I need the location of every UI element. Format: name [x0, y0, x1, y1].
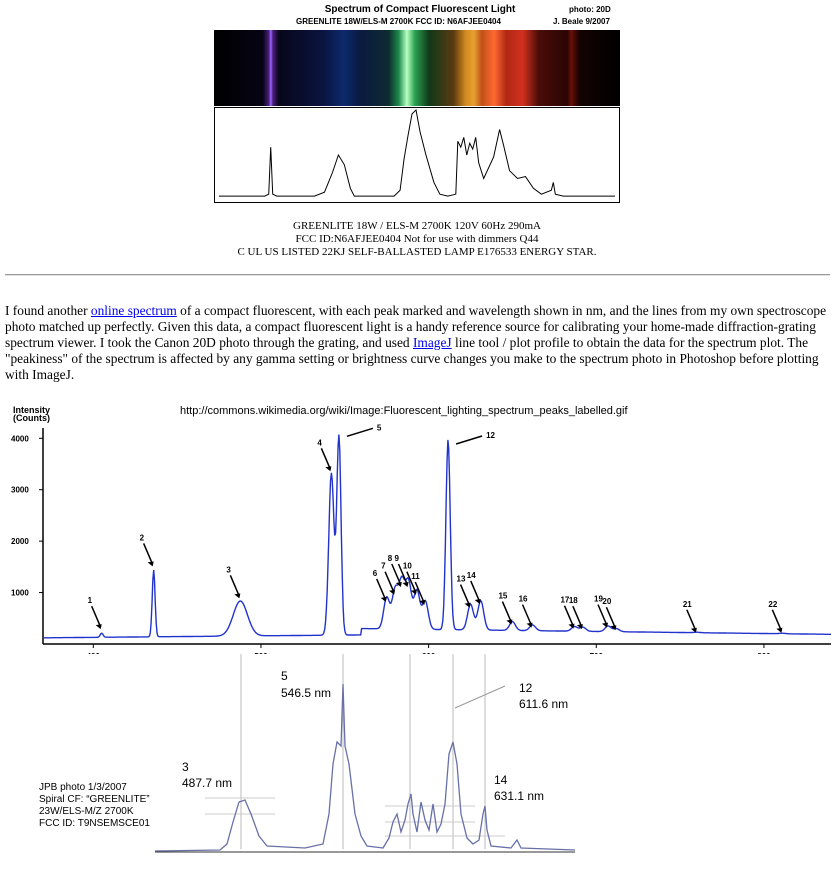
peak-3-wavelength: 487.7 nm — [182, 776, 232, 790]
photo-profile-chart: 5 546.5 nm 12 611.6 nm 3 487.7 nm 14 631… — [39, 654, 576, 853]
peak-label: 10 — [403, 562, 412, 571]
peak-label: 15 — [498, 592, 507, 601]
lamp-caption: GREENLITE 18W / ELS-M 2700K 120V 60Hz 29… — [214, 220, 620, 259]
peak-12-wavelength: 611.6 nm — [519, 697, 568, 711]
peak-marker-4: 4 — [317, 438, 332, 472]
peak-label: 5 — [377, 423, 382, 432]
x-tick-label: 400 — [87, 652, 101, 654]
peak-3-number: 3 — [182, 760, 189, 774]
paragraph-text-3: line tool / plot profile to obtain the d… — [5, 335, 819, 382]
horizontal-rule — [5, 274, 830, 276]
figure-subtitle: GREENLITE 18W/ELS-M 2700K FCC ID: N6AFJE… — [296, 17, 501, 26]
peak-marker-17: 17 — [560, 596, 575, 629]
peak-label: 13 — [457, 575, 466, 584]
peak-12-number: 12 — [519, 681, 533, 695]
photo-note-3: 23W/ELS-M/Z 2700K — [39, 806, 134, 817]
peak-marker-20: 20 — [602, 597, 617, 631]
peak-marker-21: 21 — [683, 600, 697, 633]
chart-title: http://commons.wikimedia.org/wiki/Image:… — [180, 405, 628, 417]
peak-14-wavelength: 631.1 nm — [494, 789, 544, 803]
peak-label: 17 — [560, 596, 569, 605]
peak-marker-3: 3 — [226, 565, 241, 599]
labelled-spectrum-chart: Intensity (Counts) http://commons.wikime… — [11, 405, 831, 654]
peak-marker-7: 7 — [381, 562, 396, 595]
peak-marker-5: 5 — [346, 423, 382, 438]
peak-marker-1: 1 — [88, 596, 102, 630]
y-tick-label: 2000 — [11, 537, 29, 546]
figure-title: Spectrum of Compact Fluorescent Light — [324, 4, 516, 15]
paragraph-text-1: I found another — [5, 303, 91, 318]
peak-marker-2: 2 — [140, 533, 154, 567]
peak-label: 3 — [226, 565, 231, 574]
body-paragraph: I found another online spectrum of a com… — [5, 303, 831, 383]
y-tick-label: 3000 — [11, 486, 29, 495]
photo-note-4: FCC ID: T9NSEMSCE01 — [39, 818, 150, 829]
peak-marker-6: 6 — [373, 569, 387, 602]
y-tick-label: 1000 — [11, 589, 29, 598]
peak-label: 2 — [140, 533, 145, 542]
chart-ylabel-intensity: Intensity — [13, 405, 50, 415]
peak-label: 16 — [519, 595, 528, 604]
pointer-line-12 — [454, 685, 506, 709]
peak-label: 4 — [317, 438, 322, 447]
peak-marker-10: 10 — [403, 562, 417, 595]
caption-line-2: FCC ID:N6AFJEE0404 Not for use with dimm… — [295, 233, 539, 245]
peak-label: 1 — [88, 596, 93, 605]
peak-label: 21 — [683, 600, 692, 609]
x-tick-label: 800 — [757, 652, 771, 654]
caption-line-1: GREENLITE 18W / ELS-M 2700K 120V 60Hz 29… — [293, 220, 541, 232]
imagej-link[interactable]: ImageJ — [412, 335, 452, 350]
peak-marker-11: 11 — [411, 572, 426, 605]
peak-label: 7 — [381, 562, 386, 571]
peak-marker-8: 8 — [388, 554, 402, 587]
paragraph-text-2: of a compact fluorescent, with each peak… — [5, 303, 827, 350]
peak-marker-18: 18 — [569, 596, 583, 630]
x-tick-label: 700 — [590, 652, 604, 654]
y-tick-label: 4000 — [11, 434, 29, 443]
peak-marker-15: 15 — [498, 592, 513, 625]
photo-note-2: Spiral CF: “GREENLITE” — [39, 794, 150, 805]
peak-marker-14: 14 — [467, 571, 481, 604]
peak-marker-19: 19 — [594, 595, 609, 628]
spectrum-curve — [43, 434, 831, 639]
peak-marker-12: 12 — [455, 431, 496, 445]
peak-marker-16: 16 — [519, 595, 533, 628]
author-credit: J. Beale 9/2007 — [553, 17, 610, 26]
peak-label: 6 — [373, 569, 378, 578]
peak-5-wavelength: 546.5 nm — [281, 686, 331, 700]
peak-label: 18 — [569, 596, 578, 605]
peak-label: 22 — [768, 600, 777, 609]
x-tick-label: 600 — [422, 652, 436, 654]
peak-14-number: 14 — [494, 773, 508, 787]
chart-ylabel-counts: (Counts) — [13, 413, 50, 423]
peak-marker-13: 13 — [457, 575, 471, 608]
peak-label: 12 — [486, 431, 495, 440]
peak-marker-9: 9 — [394, 554, 409, 587]
peak-label: 20 — [602, 597, 611, 606]
profile-curve — [218, 108, 616, 197]
peak-label: 11 — [411, 572, 420, 581]
x-tick-label: 500 — [254, 652, 268, 654]
spectrum-profile-plot — [214, 107, 620, 203]
photo-note-1: JPB photo 1/3/2007 — [39, 782, 127, 793]
peak-label: 8 — [388, 554, 393, 563]
peak-label: 19 — [594, 595, 603, 604]
caption-line-3: C UL US LISTED 22KJ SELF-BALLASTED LAMP … — [237, 246, 597, 258]
peak-label: 9 — [394, 554, 399, 563]
peak-label: 14 — [467, 571, 476, 580]
peak-marker-22: 22 — [768, 600, 783, 633]
spectrum-photo — [214, 30, 620, 106]
photo-credit: photo: 20D — [569, 5, 611, 14]
photo-profile-curve — [154, 683, 576, 852]
peak-5-number: 5 — [281, 669, 288, 683]
online-spectrum-link[interactable]: online spectrum — [90, 303, 177, 318]
